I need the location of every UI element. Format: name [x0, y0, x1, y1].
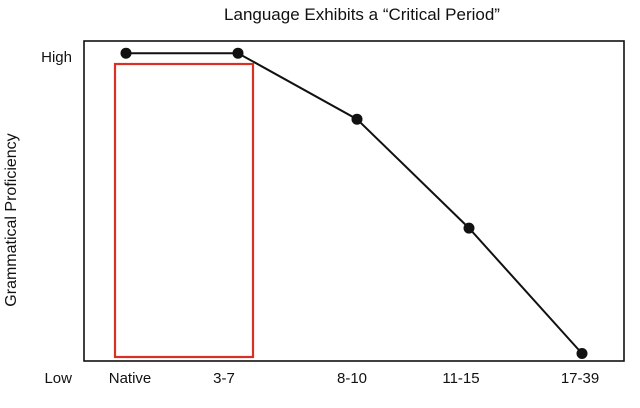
series-group — [120, 47, 588, 359]
x-tick-label: 17-39 — [561, 370, 599, 387]
plot-area-frame — [83, 40, 625, 362]
x-tick-labels: Native 3-7 8-10 11-15 17-39 — [109, 370, 599, 387]
data-point — [351, 113, 363, 125]
data-point — [232, 47, 244, 59]
x-tick-label: 8-10 — [337, 370, 367, 387]
data-point — [463, 222, 475, 234]
chart-title: Language Exhibits a “Critical Period” — [224, 5, 500, 24]
x-tick-label: 11-15 — [442, 370, 479, 387]
x-tick-label: Native — [109, 370, 152, 387]
x-tick-label: 3-7 — [213, 370, 235, 387]
y-axis-label: Grammatical Proficiency — [3, 133, 20, 306]
data-point — [576, 348, 588, 359]
data-point — [120, 47, 132, 59]
critical-period-highlight-box — [113, 62, 255, 359]
series-line — [126, 52, 583, 355]
y-tick-high: High — [41, 49, 72, 66]
y-tick-low: Low — [44, 370, 72, 387]
